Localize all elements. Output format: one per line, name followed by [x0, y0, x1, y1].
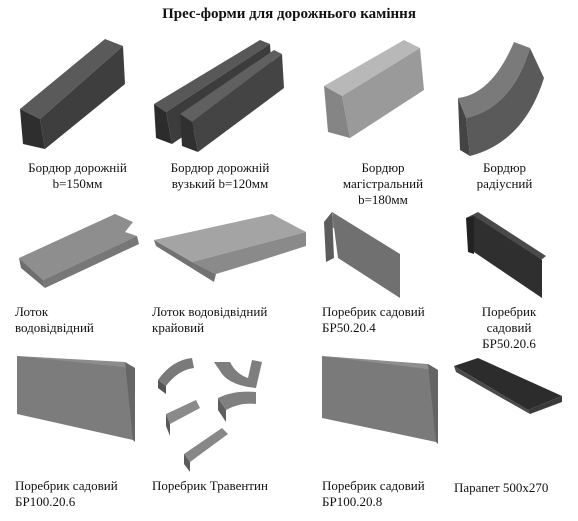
caption-line: БР100.20.6: [15, 494, 76, 509]
caption-line: b=180мм: [358, 192, 408, 207]
road-curb-block-icon: [20, 39, 125, 149]
product-highway-curb: Бордюр магістральний b=180мм: [318, 34, 448, 214]
caption-line: магістральний: [342, 176, 424, 191]
caption-line: b=150мм: [52, 176, 103, 191]
garden-curb-br100-20-8-icon: [322, 356, 438, 444]
caption-line: Бордюр: [482, 160, 527, 175]
parapet-slab-icon: [454, 358, 562, 414]
caption-line: водовідвідний: [15, 320, 94, 335]
caption-line: Поребрик садовий: [15, 478, 118, 493]
caption-line: вузький b=120мм: [171, 176, 269, 191]
product-road-curb: Бордюр дорожній b=150мм: [15, 34, 135, 194]
garden-curb-br50-20-4-icon: [324, 212, 400, 298]
product-parapet: Парапет 500х270: [452, 356, 572, 506]
garden-curb-br50-20-6-icon: [466, 212, 546, 298]
caption-line: Бордюр дорожній: [28, 160, 127, 175]
caption-line: Бордюр дорожній: [170, 160, 270, 175]
caption-line: БР50.20.6: [482, 336, 536, 351]
garden-curb-br100-20-6-icon: [17, 356, 135, 442]
product-edge-drain-tray: Лоток водовідвідний крайовий: [152, 212, 312, 342]
product-garden-curb-br50-20-4: Поребрик садовий БР50.20.4: [320, 212, 450, 342]
radius-curb-block-icon: [458, 42, 544, 156]
edge-drain-tray-icon: [154, 214, 306, 282]
product-drain-tray: Лоток водовідвідний: [15, 212, 145, 342]
narrow-road-curb-pair-icon: [154, 40, 284, 152]
travertine-curb-set-icon: [158, 358, 262, 472]
caption-line: крайовий: [152, 320, 205, 335]
product-narrow-road-curb: Бордюр дорожній вузький b=120мм: [150, 34, 290, 194]
drain-tray-icon: [19, 214, 139, 288]
caption-line: Лоток водовідвідний: [152, 304, 268, 319]
caption-line: Парапет 500х270: [454, 480, 549, 495]
caption-line: Поребрик садовий: [322, 478, 425, 493]
caption-line: БР100.20.8: [322, 494, 383, 509]
caption-line: Поребрик садовий: [322, 304, 425, 319]
product-radius-curb: Бордюр радіусний: [452, 38, 562, 198]
product-travertine-curb: Поребрик Травентин: [152, 352, 302, 502]
product-garden-curb-br100-20-6: Поребрик садовий БР100.20.6: [15, 354, 150, 514]
caption-line: Поребрик Травентин: [152, 478, 268, 493]
caption-line: радіусний: [476, 176, 533, 191]
highway-curb-block-icon: [324, 40, 424, 138]
product-garden-curb-br100-20-8: Поребрик садовий БР100.20.8: [320, 354, 455, 514]
caption-line: Поребрик: [481, 304, 537, 319]
caption-line: Бордюр: [361, 160, 405, 175]
product-garden-curb-br50-20-6: Поребрик садовий БР50.20.6: [462, 212, 572, 357]
caption-line: Лоток: [15, 304, 49, 319]
caption-line: садовий: [486, 320, 532, 335]
page-title: Прес-форми для дорожнього каміння: [162, 6, 416, 22]
caption-line: БР50.20.4: [322, 320, 376, 335]
